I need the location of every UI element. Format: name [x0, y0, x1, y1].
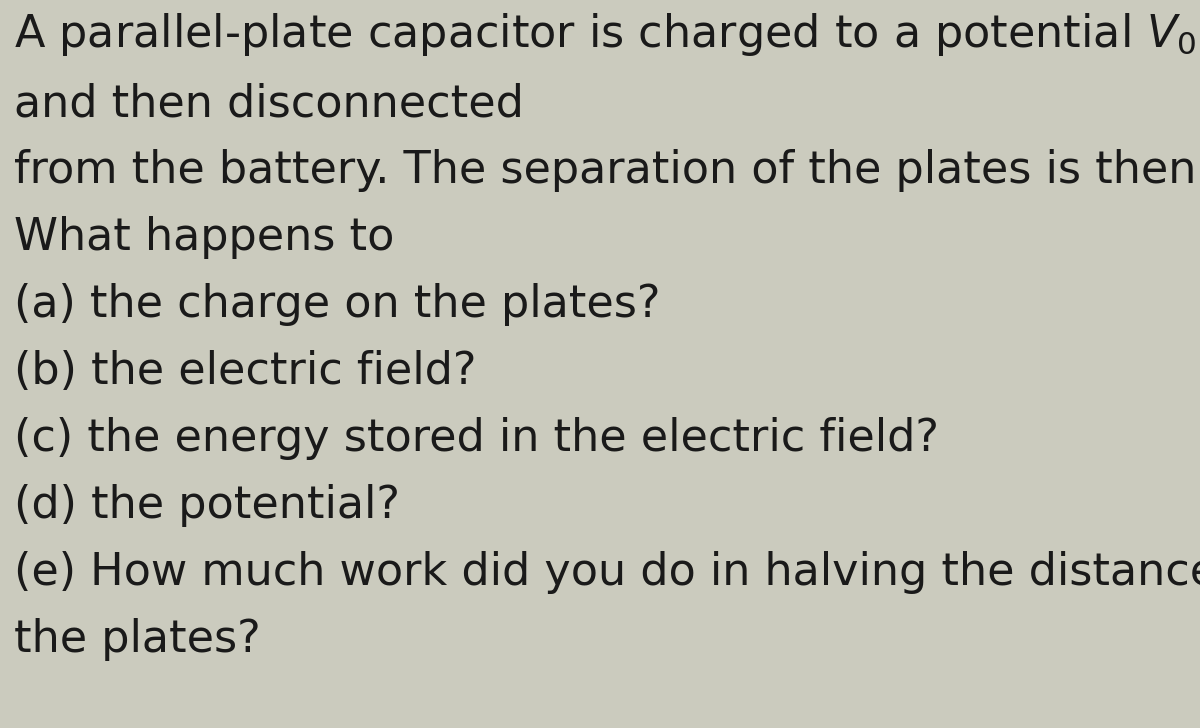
Text: the plates?: the plates? — [14, 618, 262, 661]
Text: A parallel-plate capacitor is charged to a potential $V_0$, charge $Q_0$: A parallel-plate capacitor is charged to… — [14, 11, 1200, 58]
Text: (e) How much work did you do in halving the distance between: (e) How much work did you do in halving … — [14, 551, 1200, 594]
Text: (a) the charge on the plates?: (a) the charge on the plates? — [14, 283, 661, 326]
Text: (d) the potential?: (d) the potential? — [14, 484, 401, 527]
Text: and then disconnected: and then disconnected — [14, 82, 524, 125]
Text: (c) the energy stored in the electric field?: (c) the energy stored in the electric fi… — [14, 417, 940, 460]
Text: What happens to: What happens to — [14, 216, 395, 259]
Text: from the battery. The separation of the plates is then halved.: from the battery. The separation of the … — [14, 149, 1200, 192]
Text: (b) the electric field?: (b) the electric field? — [14, 350, 476, 393]
